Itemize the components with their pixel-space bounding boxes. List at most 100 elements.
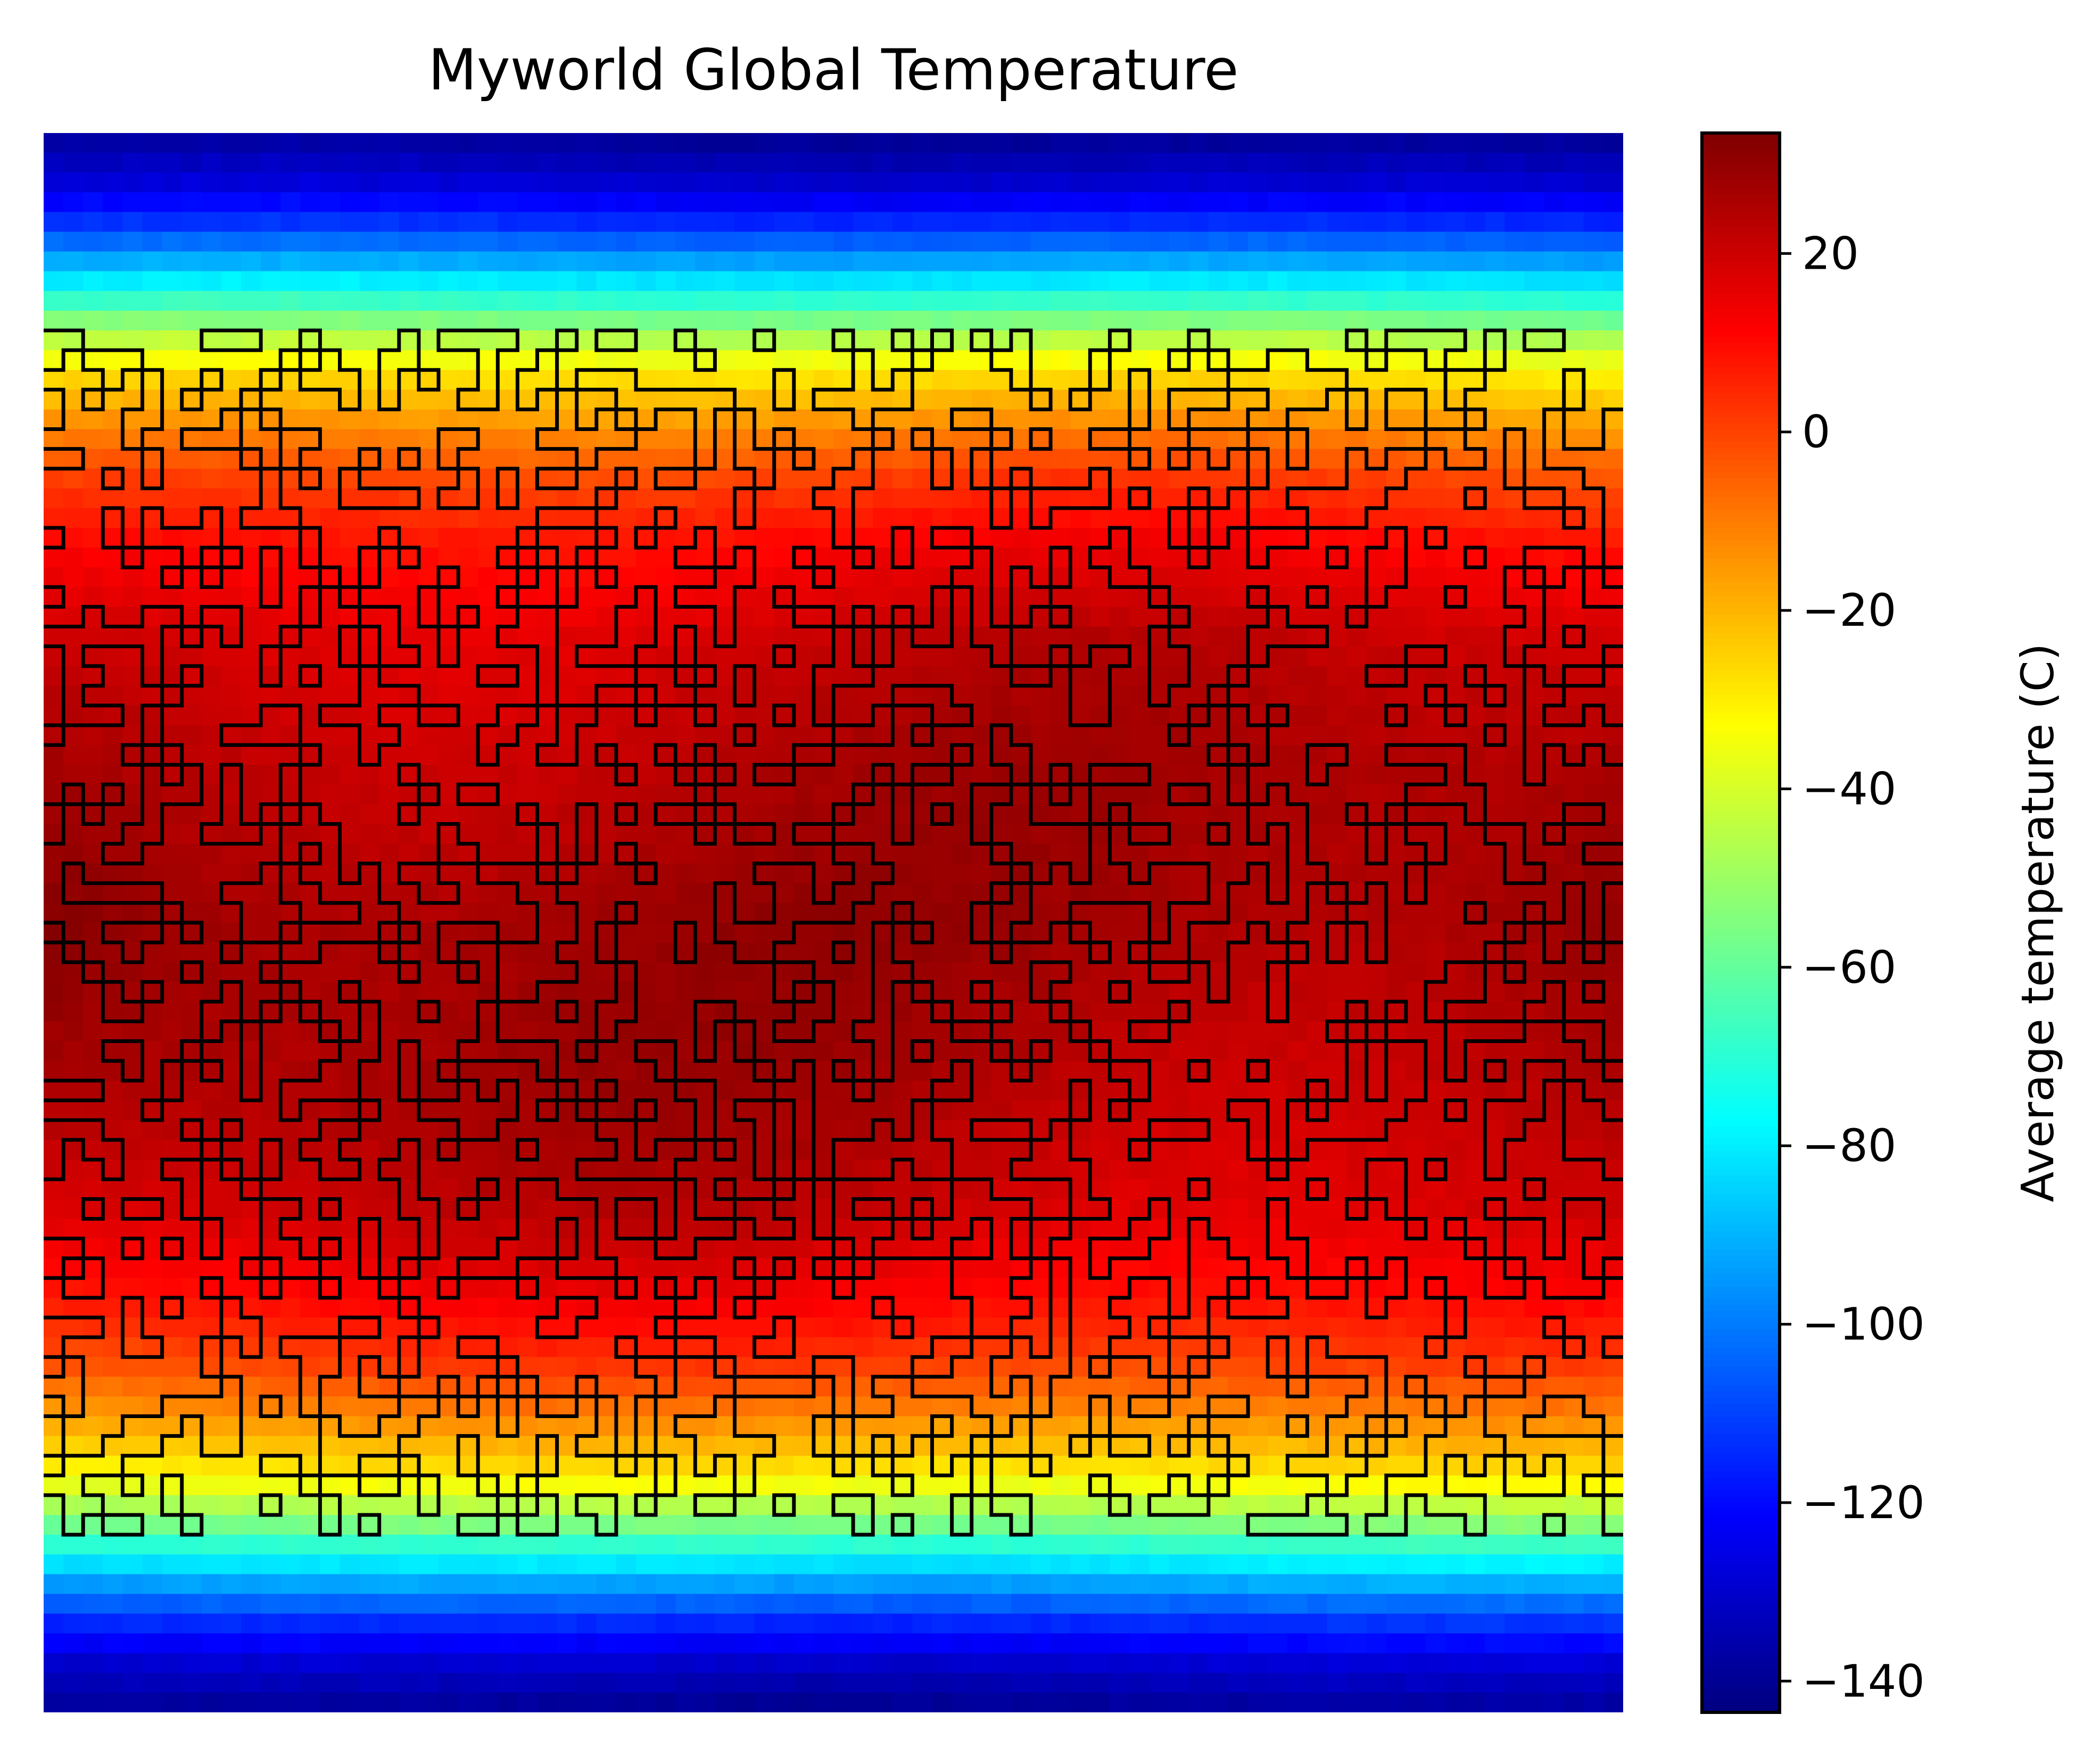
heatmap-cell [873,1080,893,1101]
heatmap-cell [498,567,518,587]
heatmap-cell [1070,843,1090,864]
heatmap-cell [63,982,84,1002]
heatmap-cell [320,626,341,647]
heatmap-cell [1208,330,1229,351]
heatmap-cell [1524,902,1545,923]
heatmap-cell [201,725,222,745]
heatmap-cell [695,291,715,311]
heatmap-cell [695,666,715,686]
heatmap-cell [379,567,400,587]
heatmap-cell [181,1219,202,1239]
heatmap-cell [1149,745,1170,765]
heatmap-cell [1287,1297,1308,1318]
heatmap-cell [793,251,814,272]
heatmap-cell [1583,1080,1604,1101]
heatmap-cell [1603,843,1623,864]
heatmap-cell [1327,1041,1347,1062]
heatmap-cell [892,271,913,292]
heatmap-cell [142,310,163,331]
heatmap-cell [971,291,992,311]
heatmap-cell [44,883,64,904]
heatmap-cell [1070,1159,1090,1180]
heatmap-cell [991,1061,1012,1081]
heatmap-cell [458,626,478,647]
heatmap-cell [833,1179,854,1199]
heatmap-cell [1307,429,1328,450]
heatmap-cell [1208,1100,1229,1121]
heatmap-cell [754,883,775,904]
heatmap-cell [557,745,577,765]
heatmap-cell [1149,231,1170,252]
heatmap-cell [379,330,400,351]
heatmap-cell [695,212,715,233]
heatmap-cell [971,192,992,212]
heatmap-cell [952,962,972,982]
heatmap-cell [201,804,222,825]
heatmap-cell [221,1337,242,1357]
heatmap-cell [1405,1061,1426,1081]
heatmap-cell [991,982,1012,1002]
heatmap-cell [1208,271,1229,292]
heatmap-cell [537,528,558,548]
heatmap-cell [1031,626,1051,647]
heatmap-cell [1405,962,1426,982]
heatmap-cell [1090,1318,1110,1338]
heatmap-cell [1070,449,1090,469]
heatmap-cell [833,429,854,450]
heatmap-cell [1208,804,1229,825]
heatmap-cell [715,1357,735,1377]
heatmap-cell [576,1001,597,1022]
heatmap-cell [63,685,84,706]
heatmap-cell [793,370,814,390]
heatmap-cell [63,429,84,450]
heatmap-cell [83,607,103,627]
heatmap-cell [1149,923,1170,943]
heatmap-cell [1504,1219,1525,1239]
heatmap-cell [458,646,478,667]
heatmap-cell [1208,962,1229,982]
heatmap-cell [1149,1021,1170,1042]
heatmap-cell [498,1357,518,1377]
heatmap-cell [1051,192,1071,212]
heatmap-cell [122,1021,143,1042]
heatmap-cell [418,1120,439,1140]
heatmap-cell [596,1100,617,1121]
heatmap-cell [734,310,755,331]
heatmap-cell [596,1001,617,1022]
heatmap-cell [122,370,143,390]
heatmap-cell [1386,153,1407,173]
heatmap-cell [103,409,123,430]
heatmap-cell [912,587,933,607]
heatmap-cell [793,587,814,607]
heatmap-cell [340,409,360,430]
heatmap-cell [537,1179,558,1199]
heatmap-cell [1445,942,1466,963]
heatmap-cell [1031,1041,1051,1062]
heatmap-cell [458,231,478,252]
heatmap-cell [439,409,459,430]
heatmap-cell [261,765,281,785]
heatmap-cell [517,350,538,370]
heatmap-cell [221,172,242,193]
heatmap-cell [300,231,320,252]
heatmap-cell [399,784,419,805]
heatmap-cell [1405,923,1426,943]
heatmap-cell [498,942,518,963]
heatmap-cell [952,1199,972,1220]
heatmap-cell [221,390,242,410]
heatmap-cell [1445,1238,1466,1259]
heatmap-cell [517,212,538,233]
heatmap-cell [1426,212,1446,233]
heatmap-cell [241,1318,261,1338]
heatmap-cell [656,291,676,311]
heatmap-cell [44,1080,64,1101]
heatmap-cell [754,1061,775,1081]
heatmap-cell [1465,1140,1485,1160]
heatmap-cell [991,1179,1012,1199]
heatmap-cell [1307,449,1328,469]
heatmap-cell [616,1140,636,1160]
heatmap-cell [1504,804,1525,825]
heatmap-cell [44,468,64,489]
heatmap-cell [1386,1159,1407,1180]
heatmap-cell [1031,548,1051,568]
